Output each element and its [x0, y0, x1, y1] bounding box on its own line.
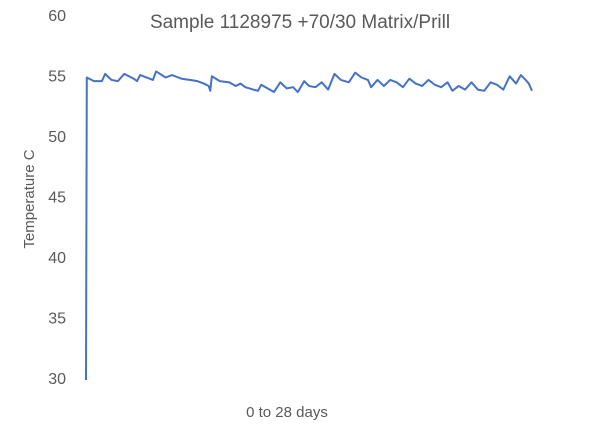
- y-tick-label: 45: [48, 190, 66, 207]
- y-tick-label: 35: [48, 311, 66, 328]
- y-axis-label: Temperature C: [21, 149, 38, 248]
- x-axis-label: 0 to 28 days: [246, 404, 328, 421]
- y-tick-label: 40: [48, 250, 66, 267]
- y-tick-label: 55: [48, 69, 66, 86]
- y-tick-label: 60: [48, 8, 66, 25]
- y-tick-label: 30: [48, 371, 66, 388]
- y-tick-label: 50: [48, 129, 66, 146]
- data-line: [85, 70, 533, 381]
- chart-title: Sample 1128975 +70/30 Matrix/Prill: [150, 12, 450, 33]
